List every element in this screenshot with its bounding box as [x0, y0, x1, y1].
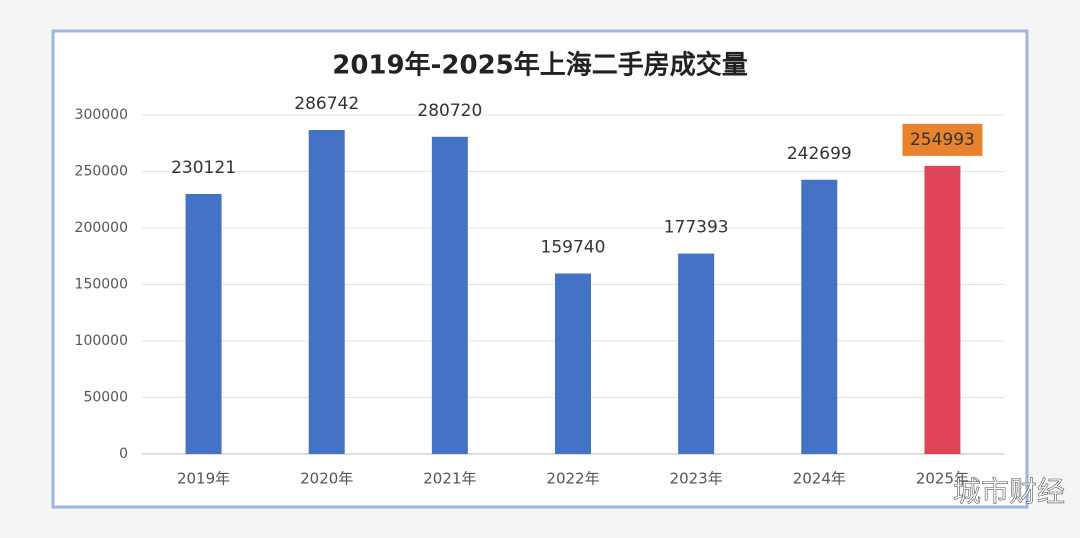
value-label: 286742: [294, 94, 359, 114]
value-label: 242699: [787, 144, 852, 164]
x-tick-label: 2021年: [423, 470, 476, 488]
x-tick-label: 2019年: [177, 470, 230, 488]
y-tick-label: 50000: [83, 390, 128, 406]
y-tick-label: 100000: [75, 333, 128, 349]
value-label: 280720: [417, 101, 482, 121]
chart-title: 2019年-2025年上海二手房成交量: [332, 50, 748, 81]
x-tick-label: 2025年: [916, 470, 969, 488]
bar: [431, 136, 468, 454]
bar: [801, 179, 838, 455]
value-label: 177393: [664, 218, 729, 238]
x-tick-label: 2020年: [300, 470, 353, 488]
bar: [924, 165, 961, 454]
value-label-background: [902, 123, 983, 156]
x-tick-label: 2024年: [793, 470, 846, 488]
bar: [678, 253, 715, 454]
y-tick-label: 0: [119, 446, 128, 462]
y-tick-label: 200000: [75, 220, 128, 236]
x-tick-label: 2022年: [546, 470, 599, 488]
value-label: 230121: [171, 158, 236, 178]
bar: [308, 129, 345, 454]
plot: 0 50000 100000 150000 200000 250000 300000 2019…: [75, 94, 1004, 488]
y-tick-label: 300000: [75, 107, 128, 123]
bar: [185, 193, 222, 455]
y-tick-label: 250000: [75, 164, 128, 180]
value-label: 254993: [910, 130, 975, 150]
watermark: 城市财经: [953, 475, 1065, 508]
bar: [555, 273, 591, 454]
value-label: 159740: [541, 237, 606, 257]
x-tick-label: 2023年: [670, 470, 723, 488]
y-tick-label: 150000: [75, 277, 128, 293]
